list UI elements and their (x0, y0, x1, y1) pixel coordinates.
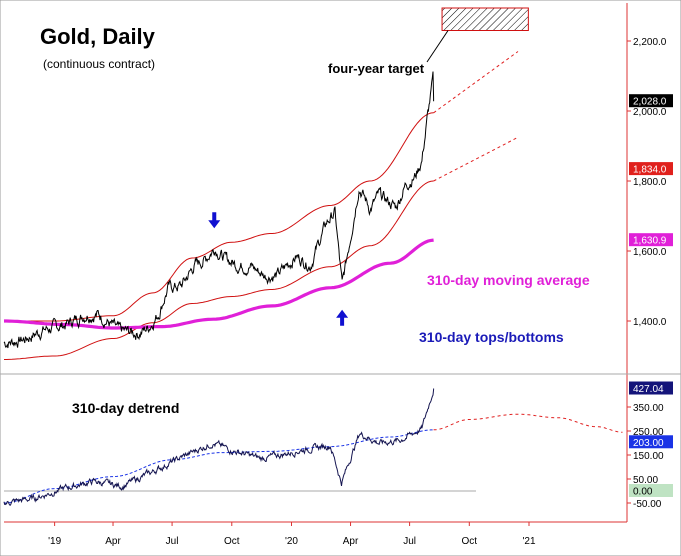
detrend-badge: 203.00 (633, 438, 664, 449)
cycle-top-arrow (208, 212, 221, 229)
detrend-projection-line (433, 413, 623, 433)
price-badge: 2,028.0 (633, 97, 667, 108)
time-tick-label: Oct (224, 536, 240, 547)
detrend-tick-label: 250.00 (633, 427, 664, 438)
detrend-smooth-line (3, 429, 434, 504)
detrend-badge-bg (629, 435, 673, 449)
price-badge: 1,630.9 (633, 236, 667, 247)
price-panel: Gold, Daily (continuous contract) four-y… (3, 7, 673, 360)
price-badge-bg (629, 233, 673, 247)
detrend-tick-label: 150.00 (633, 451, 664, 462)
zero-badge-bg (629, 484, 673, 497)
time-tick-label: Jul (166, 536, 179, 547)
moving-average-label: 310-day moving average (427, 272, 590, 288)
price-line (3, 71, 435, 349)
time-tick-label: Apr (343, 536, 359, 547)
channel-projection-lower (433, 136, 519, 182)
time-tick-label: Apr (105, 536, 121, 547)
price-badge-bg (629, 94, 673, 108)
detrend-title: 310-day detrend (72, 400, 179, 416)
time-tick-label: '21 (522, 536, 535, 547)
price-badge: 1,834.0 (633, 165, 667, 176)
time-tick-label: Jul (403, 536, 416, 547)
channel-lower-line (4, 180, 434, 360)
detrend-panel: 310-day detrend 350.00 250.00 150.00 50.00 -… (3, 381, 673, 510)
cycle-bottom-arrow (336, 309, 349, 326)
detrend-badge: 427.04 (633, 384, 664, 395)
price-tick-label: 1,400.0 (633, 317, 667, 328)
detrend-badge-bg (629, 381, 673, 395)
detrend-tick-label: -50.00 (633, 499, 662, 510)
chart-subtitle: (continuous contract) (43, 57, 155, 71)
channel-projection-upper (433, 51, 519, 114)
chart-title: Gold, Daily (40, 24, 156, 49)
target-pointer-line (426, 30, 449, 63)
moving-average-line (4, 238, 434, 330)
time-tick-label: '19 (48, 536, 61, 547)
price-tick-label: 2,000.0 (633, 107, 667, 118)
target-label: four-year target (328, 61, 425, 76)
price-tick-label: 1,800.0 (633, 177, 667, 188)
channel-upper-line (4, 112, 434, 322)
price-tick-label: 1,600.0 (633, 247, 667, 258)
price-tick-label: 2,200.0 (633, 37, 667, 48)
time-tick-label: Oct (462, 536, 478, 547)
zero-badge: 0.00 (633, 487, 653, 498)
detrend-tick-label: 350.00 (633, 403, 664, 414)
detrend-tick-label: 50.00 (633, 475, 658, 486)
target-zone (441, 7, 529, 31)
price-badge-bg (629, 162, 673, 176)
cycle-label: 310-day tops/bottoms (419, 329, 564, 345)
detrend-line (3, 388, 435, 506)
time-tick-label: '20 (285, 536, 298, 547)
